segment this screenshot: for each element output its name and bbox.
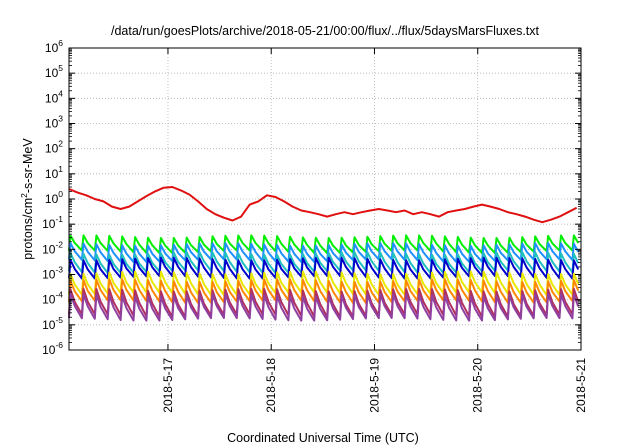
y-axis-label-suffix: -s-sr-MeV — [21, 138, 35, 194]
x-tick-label: 2018-5-19 — [367, 358, 381, 413]
series-line — [68, 293, 580, 322]
y-axis-label-prefix: protons/cm — [21, 198, 35, 260]
x-tick-label: 2018-5-17 — [161, 358, 175, 413]
y-tick-label: 106 — [45, 38, 63, 55]
y-tick-label: 10-4 — [42, 290, 63, 307]
series-line — [68, 256, 580, 280]
x-tick-label: 2018-5-18 — [264, 358, 278, 413]
x-axis-label: Coordinated Universal Time (UTC) — [227, 431, 419, 445]
x-tick-label: 2018-5-21 — [574, 358, 588, 413]
y-axis-label: protons/cm2-s-sr-MeV — [19, 138, 35, 260]
y-tick-label: 104 — [45, 88, 63, 105]
y-tick-label: 10-3 — [42, 265, 63, 282]
y-tick-label: 10-6 — [42, 340, 63, 357]
y-axis-label-exp: 2 — [19, 193, 29, 198]
y-tick-label: 10-2 — [42, 239, 63, 256]
x-tick-label: 2018-5-20 — [471, 358, 485, 413]
y-tick-labels: 10-6 10-5 10-4 10-3 10-2 10-1 100 101 102 103 104 1… — [42, 38, 63, 357]
ticks — [69, 47, 582, 351]
series-line — [68, 234, 580, 255]
y-tick-label: 10-5 — [42, 315, 63, 332]
y-tick-label: 105 — [45, 63, 63, 80]
series-layer — [68, 186, 580, 322]
y-tick-label: 102 — [45, 139, 63, 156]
grid-lines — [69, 48, 581, 350]
chart-title: /data/run/goesPlots/archive/2018-05-21/0… — [111, 24, 540, 38]
y-tick-label: 100 — [45, 189, 63, 206]
y-tick-label: 10-1 — [42, 214, 63, 231]
series-line — [68, 186, 578, 224]
y-tick-label: 103 — [45, 114, 63, 131]
y-tick-label: 101 — [45, 164, 63, 181]
x-tick-labels: 2018-5-17 2018-5-18 2018-5-19 2018-5-20 2018… — [161, 358, 588, 413]
